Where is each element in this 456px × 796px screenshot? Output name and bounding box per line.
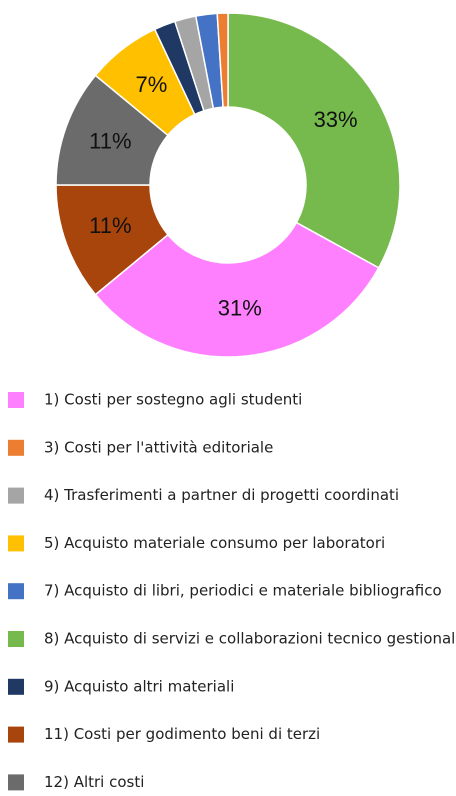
data-label: 33% <box>314 107 358 132</box>
data-label: 11% <box>89 213 131 238</box>
legend-label: 4) Trasferimenti a partner di progetti c… <box>44 486 399 504</box>
legend-label: 11) Costi per godimento beni di terzi <box>44 725 320 743</box>
legend-swatch <box>8 535 24 552</box>
data-label: 31% <box>218 295 262 320</box>
legend-label: 8) Acquisto di servizi e collaborazioni … <box>44 630 456 648</box>
legend-label: 5) Acquisto materiale consumo per labora… <box>44 534 385 552</box>
donut-slice <box>227 12 401 269</box>
legend-label: 7) Acquisto di libri, periodici e materi… <box>44 582 442 600</box>
data-label: 11% <box>89 128 131 153</box>
legend-swatch <box>8 774 24 791</box>
legend-label: 9) Acquisto altri materiali <box>44 677 234 695</box>
data-label: 7% <box>135 72 167 97</box>
legend-swatch <box>8 726 24 743</box>
legend-swatch <box>8 678 24 695</box>
legend-label: 3) Costi per l'attività editoriale <box>44 438 273 456</box>
legend-swatch <box>8 439 24 456</box>
donut-slice <box>216 12 229 108</box>
legend-swatch <box>8 583 24 600</box>
legend-swatch <box>8 392 24 408</box>
legend-label: 12) Altri costi <box>44 773 144 791</box>
legend-swatch <box>8 487 24 504</box>
legend-swatch <box>8 631 24 647</box>
legend-label: 1) Costi per sostegno agli studenti <box>44 391 302 409</box>
donut-slice <box>94 221 380 358</box>
